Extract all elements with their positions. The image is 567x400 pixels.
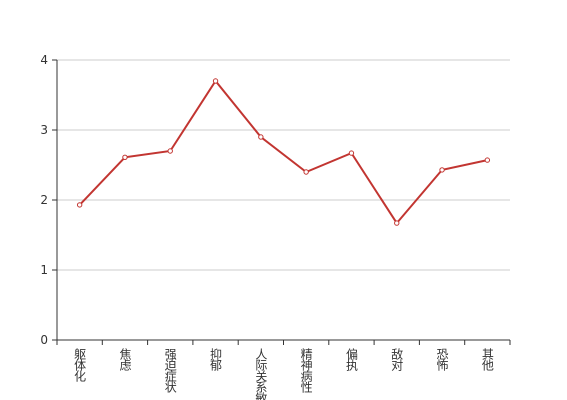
point	[122, 154, 128, 161]
y-tick-label: 3	[40, 123, 48, 137]
point	[484, 157, 491, 163]
point	[167, 148, 173, 154]
y-tick-label: 4	[40, 53, 48, 67]
x-tick-label: 恐怖	[435, 348, 449, 371]
point	[303, 169, 309, 175]
x-tick-label: 人际关系敏感	[254, 348, 268, 400]
point	[258, 134, 264, 140]
x-tick-label: 精神病性	[299, 348, 313, 394]
x-tick-label: 偏执	[344, 347, 358, 372]
x-tick-label: 其他	[480, 348, 494, 371]
line	[78, 79, 488, 225]
x-tick-label: 躯体化	[73, 347, 87, 383]
x-tick-label: 焦虑	[118, 348, 132, 371]
x-tick-label: 强迫症状	[163, 348, 177, 393]
point	[348, 150, 355, 156]
y-tick-label: 1	[40, 263, 48, 277]
point	[394, 220, 400, 226]
y-tick-label: 2	[40, 193, 48, 207]
point	[212, 78, 219, 84]
x-tick-label: 敌对	[390, 347, 404, 371]
point	[439, 167, 445, 173]
y-tick-label: 0	[40, 333, 48, 347]
point	[76, 202, 83, 208]
x-tick-label: 抑郁	[209, 347, 223, 372]
